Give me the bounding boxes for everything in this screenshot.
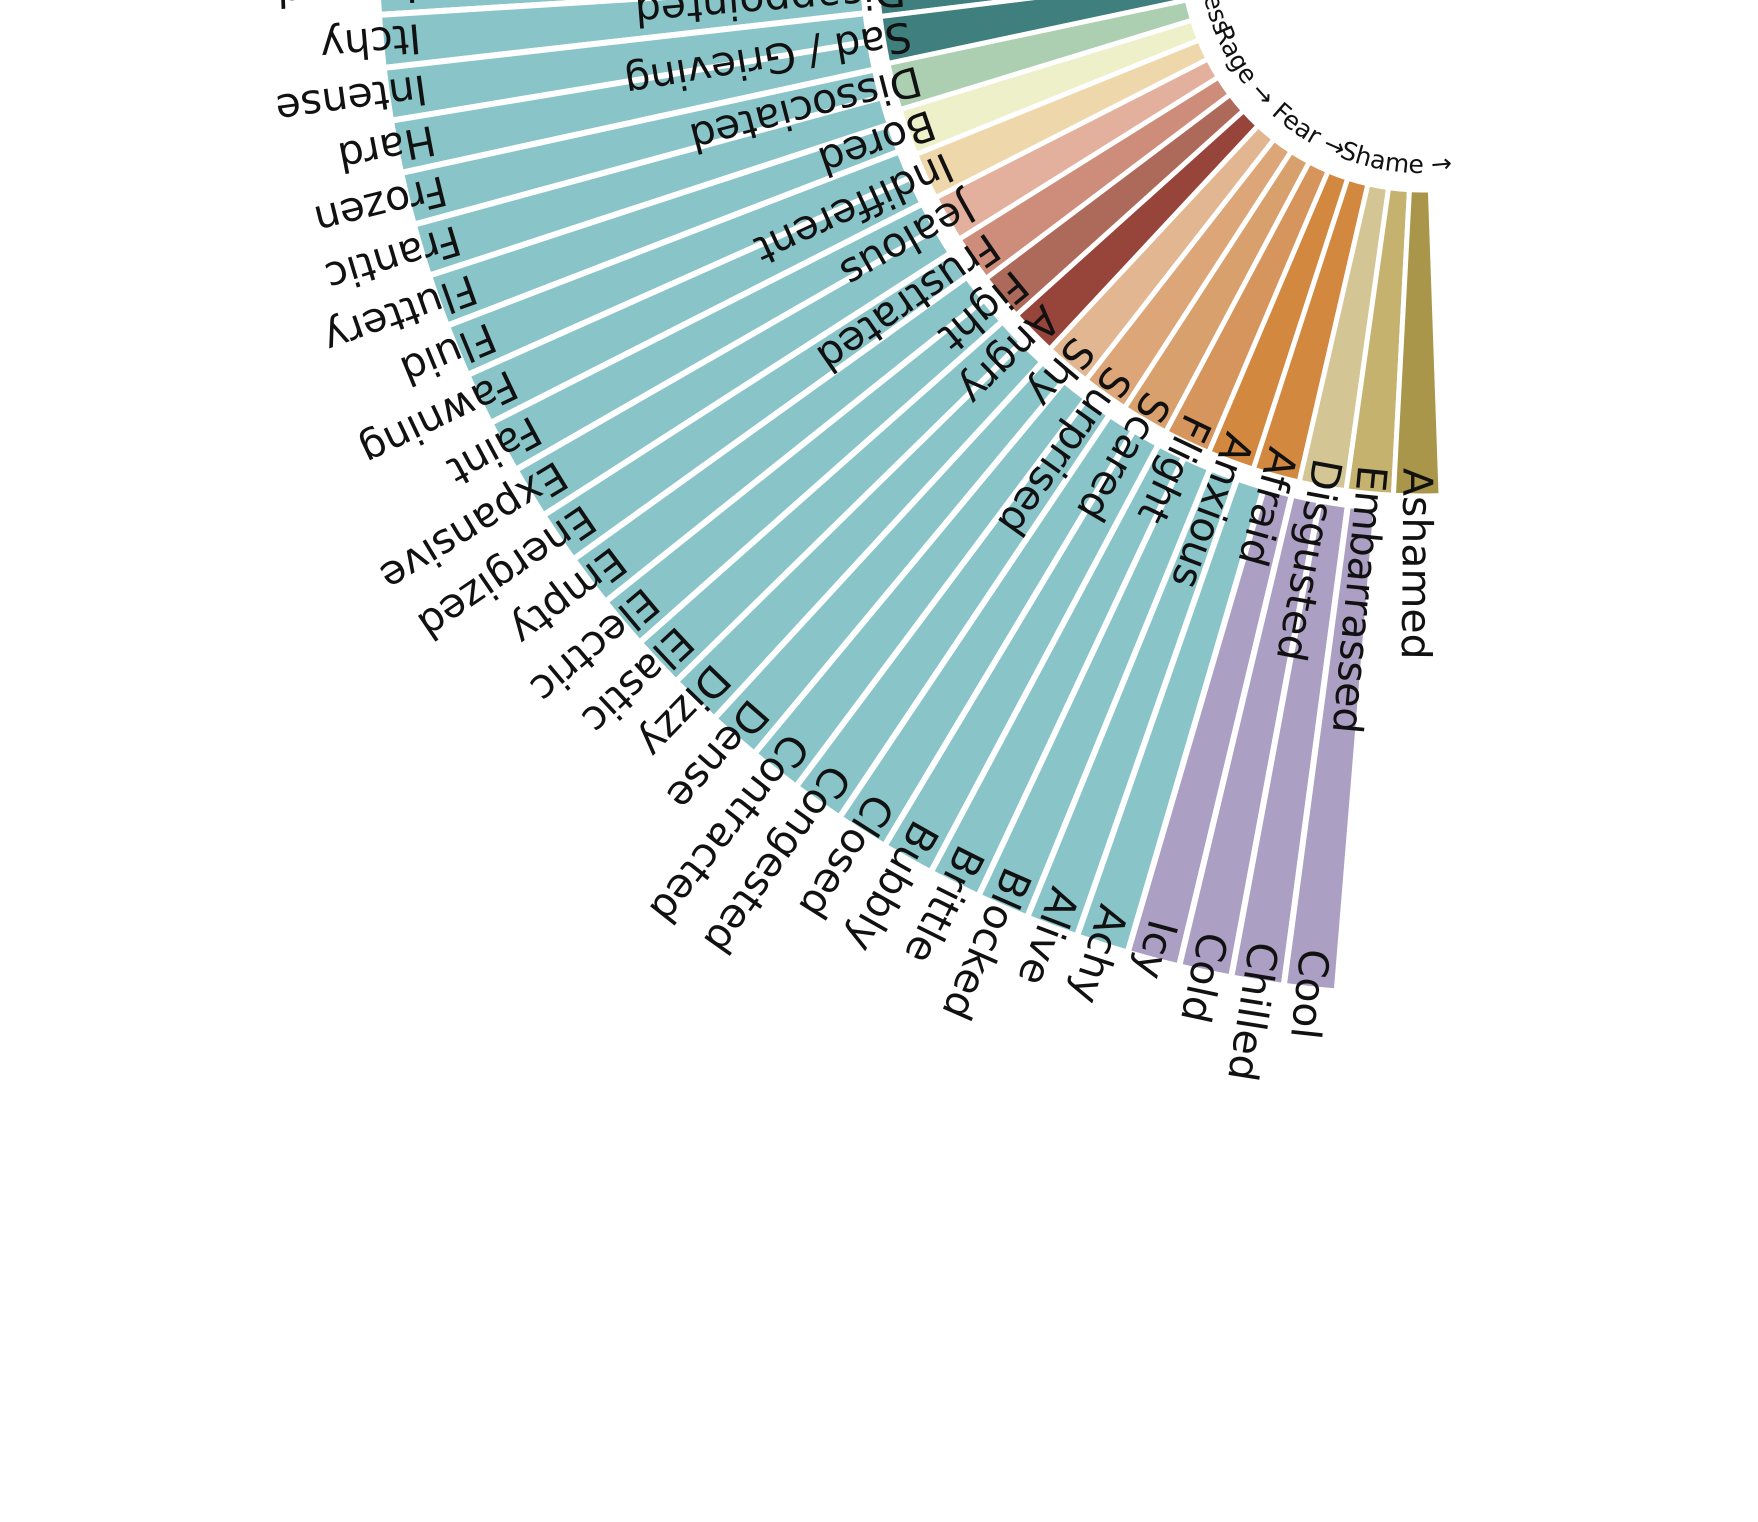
core-arrow-icon: → [0,0,10,6]
outer-label-itchy: Itchy [318,14,423,71]
middle-ring [875,0,1444,499]
outer-ring [375,0,1380,995]
outer-label-jagged: Jagged [276,0,421,16]
outer-label-cool: Cool [1281,947,1338,1042]
middle-segment-ashamed [1390,187,1444,499]
middle-label-ashamed: Ashamed [1392,468,1442,660]
core-center [1189,0,1655,188]
outer-segment-cool [1280,501,1380,995]
core-arrow-icon: → [1430,148,1453,179]
